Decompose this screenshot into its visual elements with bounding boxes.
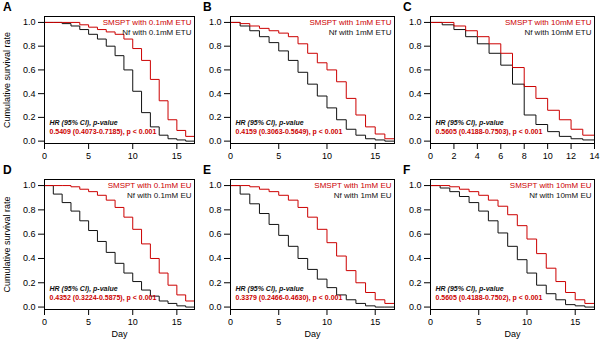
svg-text:HR (95% CI), p-value: HR (95% CI), p-value: [236, 285, 304, 293]
svg-text:0.4352 (0.3224-0.5875), p < 0.: 0.4352 (0.3224-0.5875), p < 0.001: [50, 294, 157, 302]
svg-text:0.2: 0.2: [23, 112, 36, 122]
svg-text:0.8: 0.8: [209, 41, 222, 51]
svg-text:8: 8: [522, 151, 527, 161]
svg-text:0.4: 0.4: [209, 89, 222, 99]
svg-text:0: 0: [228, 151, 233, 161]
svg-text:0.8: 0.8: [209, 205, 222, 215]
svg-text:10: 10: [322, 151, 332, 161]
svg-text:0.0: 0.0: [23, 302, 36, 312]
svg-text:0: 0: [228, 317, 233, 327]
svg-text:Nf with 0.1mM ETU: Nf with 0.1mM ETU: [122, 28, 192, 37]
svg-text:0.0: 0.0: [23, 136, 36, 146]
svg-text:0: 0: [42, 317, 47, 327]
svg-text:0: 0: [42, 151, 47, 161]
svg-text:10: 10: [522, 317, 532, 327]
svg-text:0.2: 0.2: [409, 112, 422, 122]
svg-text:0.5605 (0.4188-0.7503), p < 0.: 0.5605 (0.4188-0.7503), p < 0.001: [436, 128, 543, 136]
svg-text:Nf with 10mM ETU: Nf with 10mM ETU: [524, 28, 591, 37]
svg-text:Day: Day: [504, 329, 521, 339]
svg-text:0.4159 (0.3063-0.5649), p < 0.: 0.4159 (0.3063-0.5649), p < 0.001: [236, 128, 343, 136]
svg-text:0.8: 0.8: [23, 205, 36, 215]
svg-text:SMSPT with 1mM ETU: SMSPT with 1mM ETU: [309, 18, 391, 27]
svg-text:0.0: 0.0: [209, 302, 222, 312]
svg-text:SMSPT with 0.1mM ETU: SMSPT with 0.1mM ETU: [103, 18, 192, 27]
svg-text:HR (95% CI), p-value: HR (95% CI), p-value: [50, 285, 118, 293]
svg-text:15: 15: [172, 317, 182, 327]
html-text:A: A: [3, 0, 12, 14]
svg-text:5: 5: [86, 151, 91, 161]
svg-text:0.6: 0.6: [23, 229, 36, 239]
svg-text:2: 2: [451, 151, 456, 161]
svg-text:0.2: 0.2: [409, 278, 422, 288]
svg-text:0.6: 0.6: [23, 65, 36, 75]
svg-text:5: 5: [476, 317, 481, 327]
svg-text:0.0: 0.0: [409, 136, 422, 146]
svg-text:14: 14: [589, 151, 599, 161]
svg-text:0.2: 0.2: [209, 278, 222, 288]
svg-text:0.4: 0.4: [409, 89, 422, 99]
svg-text:Day: Day: [111, 329, 128, 339]
svg-text:Nf with 1mM EU: Nf with 1mM EU: [334, 191, 392, 200]
svg-text:10: 10: [128, 151, 138, 161]
svg-text:12: 12: [566, 151, 576, 161]
svg-text:15: 15: [570, 317, 580, 327]
svg-text:0.5409 (0.4073-0.7185), p < 0.: 0.5409 (0.4073-0.7185), p < 0.001: [50, 128, 157, 136]
svg-text:SMSPT with 0.1mM EU: SMSPT with 0.1mM EU: [108, 181, 192, 190]
svg-text:Nf with 0.1mM EU: Nf with 0.1mM EU: [127, 191, 192, 200]
svg-text:0.4: 0.4: [23, 89, 36, 99]
svg-text:0.4: 0.4: [209, 253, 222, 263]
svg-text:Nf with 10mM EU: Nf with 10mM EU: [529, 191, 591, 200]
svg-text:1.0: 1.0: [23, 17, 36, 27]
svg-text:0.8: 0.8: [23, 41, 36, 51]
svg-text:0.6: 0.6: [209, 65, 222, 75]
svg-text:10: 10: [128, 317, 138, 327]
svg-text:Nf with 1mM ETU: Nf with 1mM ETU: [329, 28, 392, 37]
svg-text:SMSPT with 1mM EU: SMSPT with 1mM EU: [314, 181, 391, 190]
html-text:B: B: [203, 0, 212, 14]
svg-text:Cumulative survival rate: Cumulative survival rate: [2, 196, 12, 292]
svg-text:10: 10: [543, 151, 553, 161]
svg-text:15: 15: [370, 317, 380, 327]
svg-text:5: 5: [276, 317, 281, 327]
svg-text:15: 15: [370, 151, 380, 161]
svg-text:0.3379 (0.2466-0.4630), p < 0.: 0.3379 (0.2466-0.4630), p < 0.001: [236, 294, 343, 302]
svg-text:HR (95% CI), p-value: HR (95% CI), p-value: [236, 119, 304, 127]
svg-text:0.4: 0.4: [23, 253, 36, 263]
svg-text:Cumulative survival rate: Cumulative survival rate: [2, 32, 12, 128]
svg-text:0.8: 0.8: [409, 41, 422, 51]
svg-text:0.6: 0.6: [409, 65, 422, 75]
svg-text:0.2: 0.2: [209, 112, 222, 122]
svg-text:0.0: 0.0: [209, 136, 222, 146]
svg-text:0.6: 0.6: [409, 229, 422, 239]
html-text:C: C: [403, 0, 412, 14]
svg-text:0: 0: [428, 151, 433, 161]
html-text:E: E: [203, 163, 211, 177]
svg-text:0.8: 0.8: [409, 205, 422, 215]
svg-text:6: 6: [498, 151, 503, 161]
svg-text:10: 10: [322, 317, 332, 327]
svg-text:SMSPT with 10mM ETU: SMSPT with 10mM ETU: [505, 18, 592, 27]
svg-text:0: 0: [428, 317, 433, 327]
html-text:D: D: [3, 163, 12, 177]
svg-text:15: 15: [172, 151, 182, 161]
svg-text:0.0: 0.0: [409, 302, 422, 312]
svg-text:0.2: 0.2: [23, 278, 36, 288]
html-text:F: F: [403, 163, 411, 177]
svg-text:HR (95% CI), p-value: HR (95% CI), p-value: [436, 285, 504, 293]
svg-text:HR (95% CI), p-value: HR (95% CI), p-value: [50, 119, 118, 127]
svg-text:HR (95% CI), p-value: HR (95% CI), p-value: [436, 119, 504, 127]
svg-text:1.0: 1.0: [209, 180, 222, 190]
svg-text:1.0: 1.0: [409, 180, 422, 190]
svg-text:Day: Day: [304, 329, 321, 339]
svg-text:0.4: 0.4: [409, 253, 422, 263]
svg-text:SMSPT with 10mM EU: SMSPT with 10mM EU: [510, 181, 592, 190]
svg-text:1.0: 1.0: [409, 17, 422, 27]
svg-text:0.6: 0.6: [209, 229, 222, 239]
svg-text:5: 5: [276, 151, 281, 161]
svg-text:1.0: 1.0: [23, 180, 36, 190]
svg-text:0.5605 (0.4188-0.7502), p < 0.: 0.5605 (0.4188-0.7502), p < 0.001: [436, 294, 543, 302]
svg-text:5: 5: [86, 317, 91, 327]
svg-text:1.0: 1.0: [209, 17, 222, 27]
svg-text:4: 4: [475, 151, 480, 161]
